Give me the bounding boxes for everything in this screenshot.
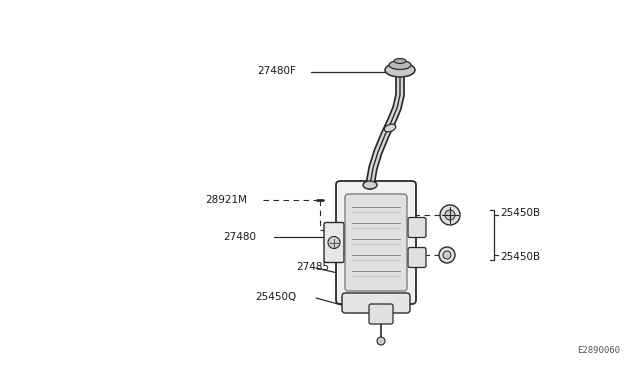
Ellipse shape	[385, 63, 415, 77]
FancyBboxPatch shape	[408, 218, 426, 237]
Text: 25450Q: 25450Q	[255, 292, 296, 302]
Ellipse shape	[394, 58, 406, 64]
Ellipse shape	[384, 124, 396, 132]
Circle shape	[328, 237, 340, 248]
Circle shape	[440, 205, 460, 225]
Circle shape	[443, 251, 451, 259]
FancyBboxPatch shape	[369, 304, 393, 324]
Text: 27480: 27480	[223, 232, 256, 242]
Circle shape	[377, 337, 385, 345]
Circle shape	[445, 210, 455, 220]
Text: 27485: 27485	[296, 262, 329, 272]
FancyBboxPatch shape	[324, 222, 344, 263]
Ellipse shape	[389, 61, 411, 70]
FancyBboxPatch shape	[408, 247, 426, 267]
Text: 25450B: 25450B	[500, 252, 540, 262]
FancyBboxPatch shape	[342, 293, 410, 313]
Text: 28921M: 28921M	[205, 195, 247, 205]
Ellipse shape	[363, 181, 377, 189]
FancyBboxPatch shape	[345, 194, 407, 291]
Text: 27480F: 27480F	[257, 66, 296, 76]
Text: 25450B: 25450B	[500, 208, 540, 218]
Circle shape	[439, 247, 455, 263]
FancyBboxPatch shape	[336, 181, 416, 304]
Text: E2890060: E2890060	[577, 346, 620, 355]
